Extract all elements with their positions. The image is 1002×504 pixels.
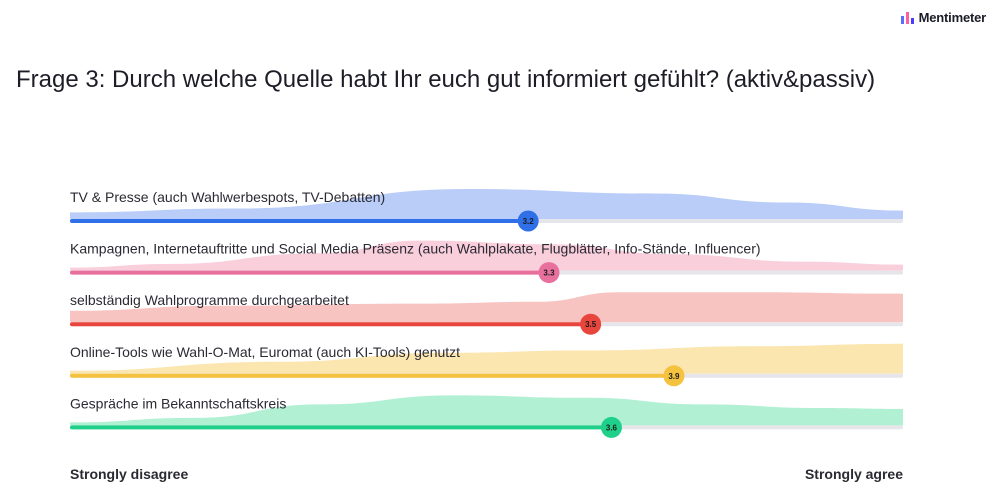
mean-bar <box>70 322 591 327</box>
mean-badge <box>580 313 602 335</box>
mean-badge <box>517 210 539 232</box>
mean-value-label: 3.6 <box>606 423 618 432</box>
mean-badge <box>600 416 622 438</box>
distribution-area <box>70 395 903 426</box>
row-label: Kampagnen, Internetauftritte und Social … <box>70 241 761 257</box>
brand-name: Mentimeter <box>918 10 987 25</box>
row-label: selbständig Wahlprogramme durchgearbeite… <box>70 292 349 308</box>
mean-bar <box>70 219 529 223</box>
row-label: TV & Presse (auch Wahlwerbespots, TV-Deb… <box>70 189 385 205</box>
mean-value-label: 3.3 <box>543 269 555 278</box>
distribution-area <box>70 189 903 219</box>
mean-value-label: 3.2 <box>523 217 535 226</box>
scale-min-label: Strongly disagree <box>70 466 189 482</box>
mean-badge <box>538 262 560 284</box>
distribution-area <box>70 343 903 374</box>
mentimeter-bars-icon <box>900 11 914 24</box>
scale-max-label: Strongly agree <box>804 466 903 482</box>
brand-bar-3 <box>910 17 914 24</box>
mean-value-label: 3.5 <box>585 320 597 329</box>
distribution-area <box>70 240 903 271</box>
mean-bar <box>70 425 612 430</box>
brand-bar-2 <box>905 11 909 24</box>
distribution-area <box>70 292 903 323</box>
row-label: Gespräche im Bekanntschaftskreis <box>70 395 286 411</box>
brand: Mentimeter <box>900 10 987 25</box>
mean-bar <box>70 270 549 275</box>
mean-value-label: 3.9 <box>668 372 680 381</box>
row-label: Online-Tools wie Wahl-O-Mat, Euromat (au… <box>70 344 460 360</box>
mean-badge <box>663 365 685 387</box>
brand-bar-1 <box>900 15 904 24</box>
mean-bar <box>70 373 674 378</box>
page-title: Frage 3: Durch welche Quelle habt Ihr eu… <box>16 66 876 93</box>
